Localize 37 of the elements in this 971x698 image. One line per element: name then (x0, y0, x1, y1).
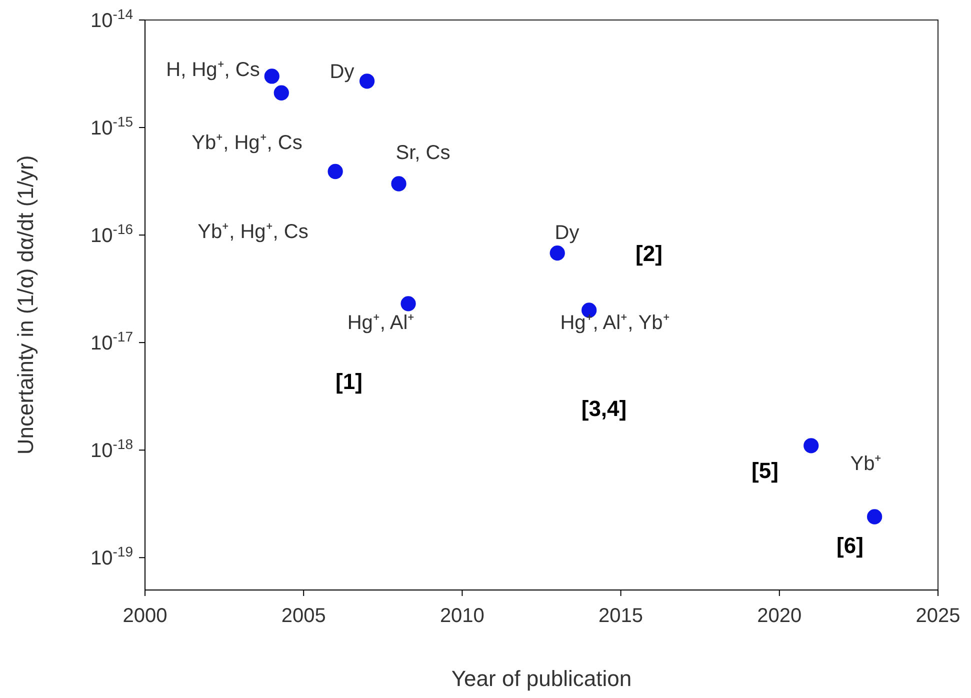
y-tick-label: 10$^{-15}$ (90, 114, 134, 140)
annotation: H, Hg⁺, Cs (166, 59, 260, 81)
point (550, 246, 565, 261)
annotation: Yb⁺, Hg⁺, Cs (192, 132, 302, 154)
point (274, 85, 289, 100)
annotation: [6] (836, 532, 864, 558)
x-axis-title: Year of publication (451, 666, 632, 691)
annotation: [3,4] (581, 396, 627, 420)
annotation: Yb⁺, Hg⁺, Cs (198, 221, 308, 243)
point (359, 74, 375, 89)
point (400, 296, 416, 312)
x-tick-label: 2015 (598, 605, 644, 627)
x-tick-label: 2000 (122, 605, 168, 627)
annotation: [5] (752, 458, 778, 482)
annotation: Dy (330, 61, 354, 83)
y-tick-label: 10$^{-18}$ (90, 436, 134, 462)
point (391, 176, 406, 192)
y-tick-label: 10$^{-19}$ (90, 544, 134, 570)
point (866, 509, 882, 524)
x-tick-label: 2010 (440, 605, 484, 627)
annotation: Hg⁺, Al⁺ (347, 312, 415, 334)
x-tick-label: 2020 (757, 605, 802, 627)
y-tick-label: 10$^{-17}$ (90, 328, 134, 355)
y-axis-title: Uncertainty in (1/α) dα/dt (1/yr) (13, 155, 38, 455)
annotation: Hg⁺, Al⁺, Yb⁺ (560, 312, 670, 334)
x-tick-label: 2005 (281, 605, 326, 627)
annotation: Sr, Cs (396, 142, 450, 164)
point (264, 68, 280, 84)
annotation: [2] (636, 240, 662, 266)
y-tick-label: 10$^{-16}$ (90, 221, 134, 248)
annotation: Yb⁺ (850, 453, 882, 475)
annotation: [1] (336, 368, 362, 394)
y-tick-label: 10$^{-14}$ (90, 6, 134, 32)
point (804, 438, 819, 454)
x-tick-label: 2025 (916, 605, 960, 627)
annotation: Dy (554, 222, 580, 244)
point (328, 164, 343, 180)
